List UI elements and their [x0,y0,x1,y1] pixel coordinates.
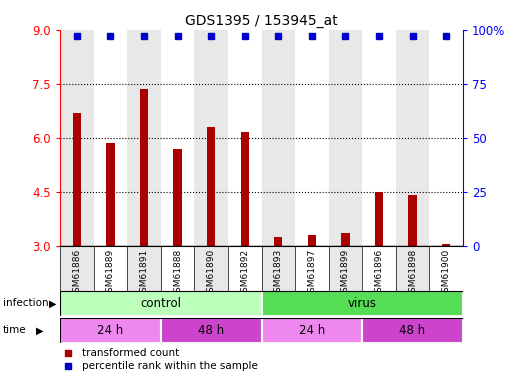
Bar [262,291,463,316]
Text: GSM61892: GSM61892 [240,249,249,298]
Text: GSM61896: GSM61896 [374,249,383,298]
Bar [228,246,262,291]
Bar [429,246,463,291]
Bar [262,318,362,343]
Bar [328,246,362,291]
Text: percentile rank within the sample: percentile rank within the sample [82,362,258,371]
Text: GSM61898: GSM61898 [408,249,417,298]
Bar [308,235,316,246]
Bar [195,30,228,246]
Bar [362,30,396,246]
Bar [362,246,396,291]
Bar [408,195,417,246]
Bar [161,318,262,343]
Bar [396,30,429,246]
Bar [94,246,127,291]
Bar [127,30,161,246]
Text: GSM61891: GSM61891 [140,249,149,298]
Bar [140,89,148,246]
Bar [262,246,295,291]
Bar [60,318,161,343]
Bar [295,30,328,246]
Bar [60,30,94,246]
Bar [106,143,115,246]
Text: ▶: ▶ [36,326,43,335]
Bar [341,233,349,246]
Bar [442,244,450,246]
Text: transformed count: transformed count [82,348,179,358]
Text: ▶: ▶ [49,298,56,308]
Bar [94,30,127,246]
Text: 48 h: 48 h [400,324,426,337]
Bar [228,30,262,246]
Text: GSM61897: GSM61897 [308,249,316,298]
Bar [328,30,362,246]
Text: GSM61889: GSM61889 [106,249,115,298]
Text: 24 h: 24 h [97,324,123,337]
Bar [274,237,282,246]
Bar [429,30,463,246]
Bar [60,246,94,291]
Bar [127,246,161,291]
Bar [60,291,262,316]
Text: control: control [140,297,181,310]
Bar [295,246,328,291]
Text: GSM61900: GSM61900 [441,249,451,298]
Text: GSM61893: GSM61893 [274,249,283,298]
Bar [73,112,81,246]
Bar [195,246,228,291]
Text: GSM61888: GSM61888 [173,249,182,298]
Text: 24 h: 24 h [299,324,325,337]
Text: GSM61886: GSM61886 [72,249,82,298]
Bar [262,30,295,246]
Text: infection: infection [3,298,48,308]
Bar [207,127,215,246]
Bar [362,318,463,343]
Bar [375,192,383,246]
Bar [161,30,195,246]
Bar [174,148,182,246]
Bar [396,246,429,291]
Text: GSM61899: GSM61899 [341,249,350,298]
Text: virus: virus [348,297,377,310]
Text: GSM61890: GSM61890 [207,249,215,298]
Title: GDS1395 / 153945_at: GDS1395 / 153945_at [185,13,338,28]
Text: 48 h: 48 h [198,324,224,337]
Bar [241,132,249,246]
Bar [161,246,195,291]
Text: time: time [3,326,26,335]
